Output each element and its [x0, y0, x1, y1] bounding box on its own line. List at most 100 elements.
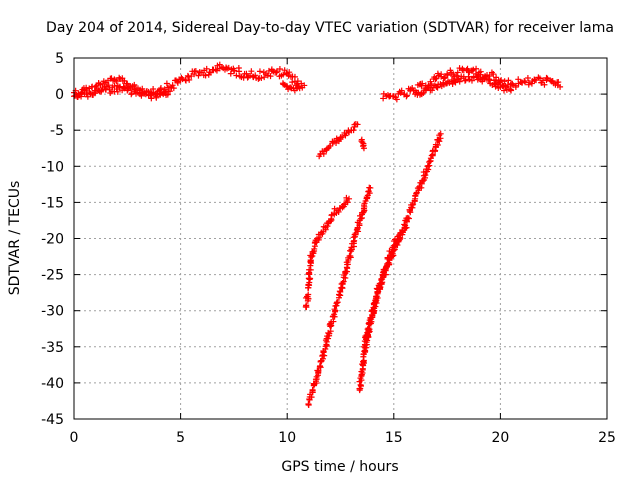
- data-point: [422, 172, 429, 179]
- tick-labels: 0 5 10 15 20 25 5 0 -5 -10 -15 -20 -25 -30 -35 -40 -45: [41, 51, 616, 446]
- data-point: [524, 74, 531, 81]
- y-tick-label: -25: [41, 268, 64, 284]
- data-point: [233, 72, 240, 79]
- data-point: [397, 235, 404, 242]
- data-point: [248, 68, 255, 75]
- y-tick-label: -5: [50, 123, 64, 139]
- x-tick-label: 15: [385, 430, 403, 446]
- data-point: [418, 180, 425, 187]
- data-point: [287, 84, 294, 91]
- data-point: [303, 302, 310, 309]
- data-point: [380, 95, 387, 102]
- data-point: [505, 77, 512, 84]
- data-point: [291, 73, 298, 80]
- series-band-late-dip: [279, 80, 308, 94]
- data-point: [409, 202, 416, 209]
- data-point: [462, 77, 469, 84]
- data-point: [350, 127, 357, 134]
- data-point: [508, 87, 515, 94]
- data-point: [98, 88, 105, 95]
- data-point: [509, 80, 516, 87]
- data-point: [166, 88, 173, 95]
- data-point: [308, 254, 315, 261]
- data-point: [127, 85, 134, 92]
- x-tick-label: 0: [70, 430, 79, 446]
- y-tick-label: -10: [41, 159, 64, 175]
- data-point: [83, 86, 90, 93]
- data-point: [169, 82, 176, 89]
- data-point: [307, 275, 314, 282]
- data-point: [367, 184, 374, 191]
- data-point: [276, 66, 283, 73]
- data-point: [203, 65, 210, 72]
- data-point: [305, 400, 312, 407]
- data-point: [315, 367, 322, 374]
- plot-frame: [73, 57, 608, 420]
- data-point: [153, 94, 160, 101]
- data-point: [182, 77, 189, 84]
- data-point: [131, 86, 138, 93]
- data-point: [357, 381, 364, 388]
- data-point: [444, 72, 451, 79]
- x-tick-label: 20: [491, 430, 509, 446]
- data-point: [322, 346, 329, 353]
- data-point: [543, 74, 550, 81]
- y-tick-label: -35: [41, 340, 64, 356]
- data-point: [360, 145, 367, 152]
- y-tick-label: -30: [41, 304, 64, 320]
- data-point: [445, 78, 452, 85]
- data-point: [333, 300, 340, 307]
- data-point: [114, 88, 121, 95]
- data-point: [354, 121, 361, 128]
- data-point: [378, 275, 385, 282]
- y-tick-label: 0: [55, 87, 64, 103]
- data-point: [311, 247, 318, 254]
- data-point: [306, 282, 313, 289]
- data-point: [557, 83, 564, 90]
- data-point: [247, 72, 254, 79]
- data-point: [454, 69, 461, 76]
- data-point: [468, 77, 475, 84]
- data-point: [294, 78, 301, 85]
- data-point: [256, 68, 263, 75]
- data-point: [252, 72, 259, 79]
- data-point: [432, 147, 439, 154]
- data-point: [521, 78, 528, 85]
- data-point: [403, 93, 410, 100]
- data-point: [499, 82, 506, 89]
- data-point: [322, 226, 329, 233]
- y-tick-label: -15: [41, 195, 64, 211]
- data-point: [377, 286, 384, 293]
- data-point: [366, 320, 373, 327]
- data-point: [243, 70, 250, 77]
- data-point: [456, 78, 463, 85]
- data-point: [404, 92, 411, 99]
- data-point: [494, 81, 501, 88]
- data-point: [212, 66, 219, 73]
- series-band-morning-lower: [71, 83, 173, 102]
- data-point: [395, 238, 402, 245]
- data-point: [186, 76, 193, 83]
- data-point: [356, 385, 363, 392]
- data-point: [280, 71, 287, 78]
- data-point: [541, 81, 548, 88]
- data-point: [267, 73, 274, 80]
- data-point: [207, 69, 214, 76]
- data-point: [469, 67, 476, 74]
- data-point: [398, 87, 405, 94]
- data-point: [419, 178, 426, 185]
- data-point: [178, 74, 185, 81]
- data-point: [113, 78, 120, 85]
- x-tick-label: 25: [598, 430, 616, 446]
- data-point: [192, 67, 199, 74]
- data-point: [316, 234, 323, 241]
- data-point: [536, 75, 543, 82]
- data-point: [317, 364, 324, 371]
- y-tick-label: 5: [55, 51, 64, 67]
- data-point: [357, 215, 364, 222]
- data-point: [393, 96, 400, 103]
- data-point: [124, 80, 131, 87]
- data-point: [99, 84, 106, 91]
- data-point: [486, 73, 493, 80]
- series-streak-b: [302, 194, 353, 311]
